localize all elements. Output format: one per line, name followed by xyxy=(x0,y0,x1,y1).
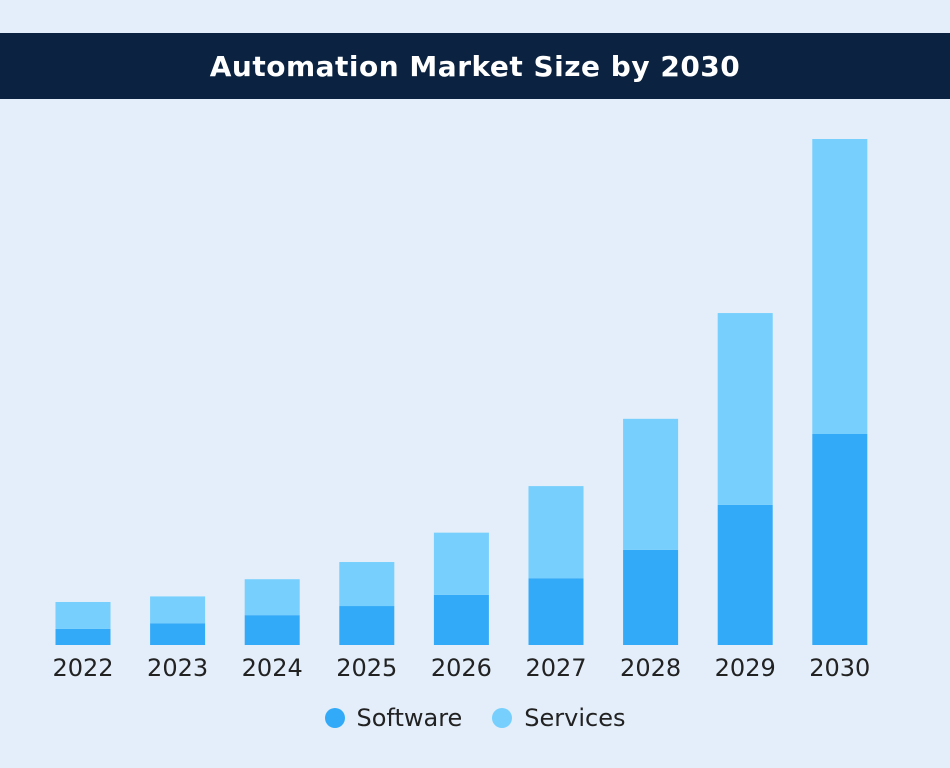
software-swatch xyxy=(324,708,345,728)
x-tick-label: 2029 xyxy=(715,654,776,682)
x-tick-label: 2027 xyxy=(525,654,586,682)
bar-chart: 2022 2023 2024 2025 2026 2027 2028 2029 2030 xyxy=(52,139,870,682)
bar-services-2026 xyxy=(433,532,489,595)
bar-services-2025 xyxy=(339,562,395,607)
legend-label-software: Software xyxy=(356,704,463,732)
bar-services-2027 xyxy=(528,486,584,579)
bar-services-2028 xyxy=(623,418,679,550)
title-bar: Automation Market Size by 2030 xyxy=(0,33,950,99)
bar-software-2030 xyxy=(812,433,868,645)
bar-software-2026 xyxy=(433,594,489,645)
legend-item-software: Software xyxy=(324,704,463,732)
bar-services-2030 xyxy=(812,139,868,434)
bar-services-2022 xyxy=(55,601,111,629)
bar-software-2023 xyxy=(150,623,206,645)
services-swatch xyxy=(492,708,513,728)
bar-services-2029 xyxy=(717,313,773,505)
bar-software-2029 xyxy=(717,504,773,645)
bar-services-2024 xyxy=(244,579,300,616)
x-tick-label: 2025 xyxy=(336,654,397,682)
x-tick-label: 2030 xyxy=(809,654,870,682)
bar-software-2022 xyxy=(55,628,111,645)
bar-software-2024 xyxy=(244,615,300,645)
x-tick-label: 2024 xyxy=(242,654,303,682)
bar-services-2023 xyxy=(150,596,206,624)
x-tick-label: 2023 xyxy=(147,654,208,682)
x-tick-label: 2028 xyxy=(620,654,681,682)
legend-label-services: Services xyxy=(524,704,626,732)
bar-software-2027 xyxy=(528,578,584,645)
x-tick-label: 2026 xyxy=(431,654,492,682)
legend: Software Services xyxy=(0,704,950,732)
x-tick-label: 2022 xyxy=(52,654,113,682)
chart-title: Automation Market Size by 2030 xyxy=(209,49,741,83)
bar-software-2028 xyxy=(623,549,679,645)
bar-software-2025 xyxy=(339,606,395,645)
legend-item-services: Services xyxy=(492,704,626,732)
